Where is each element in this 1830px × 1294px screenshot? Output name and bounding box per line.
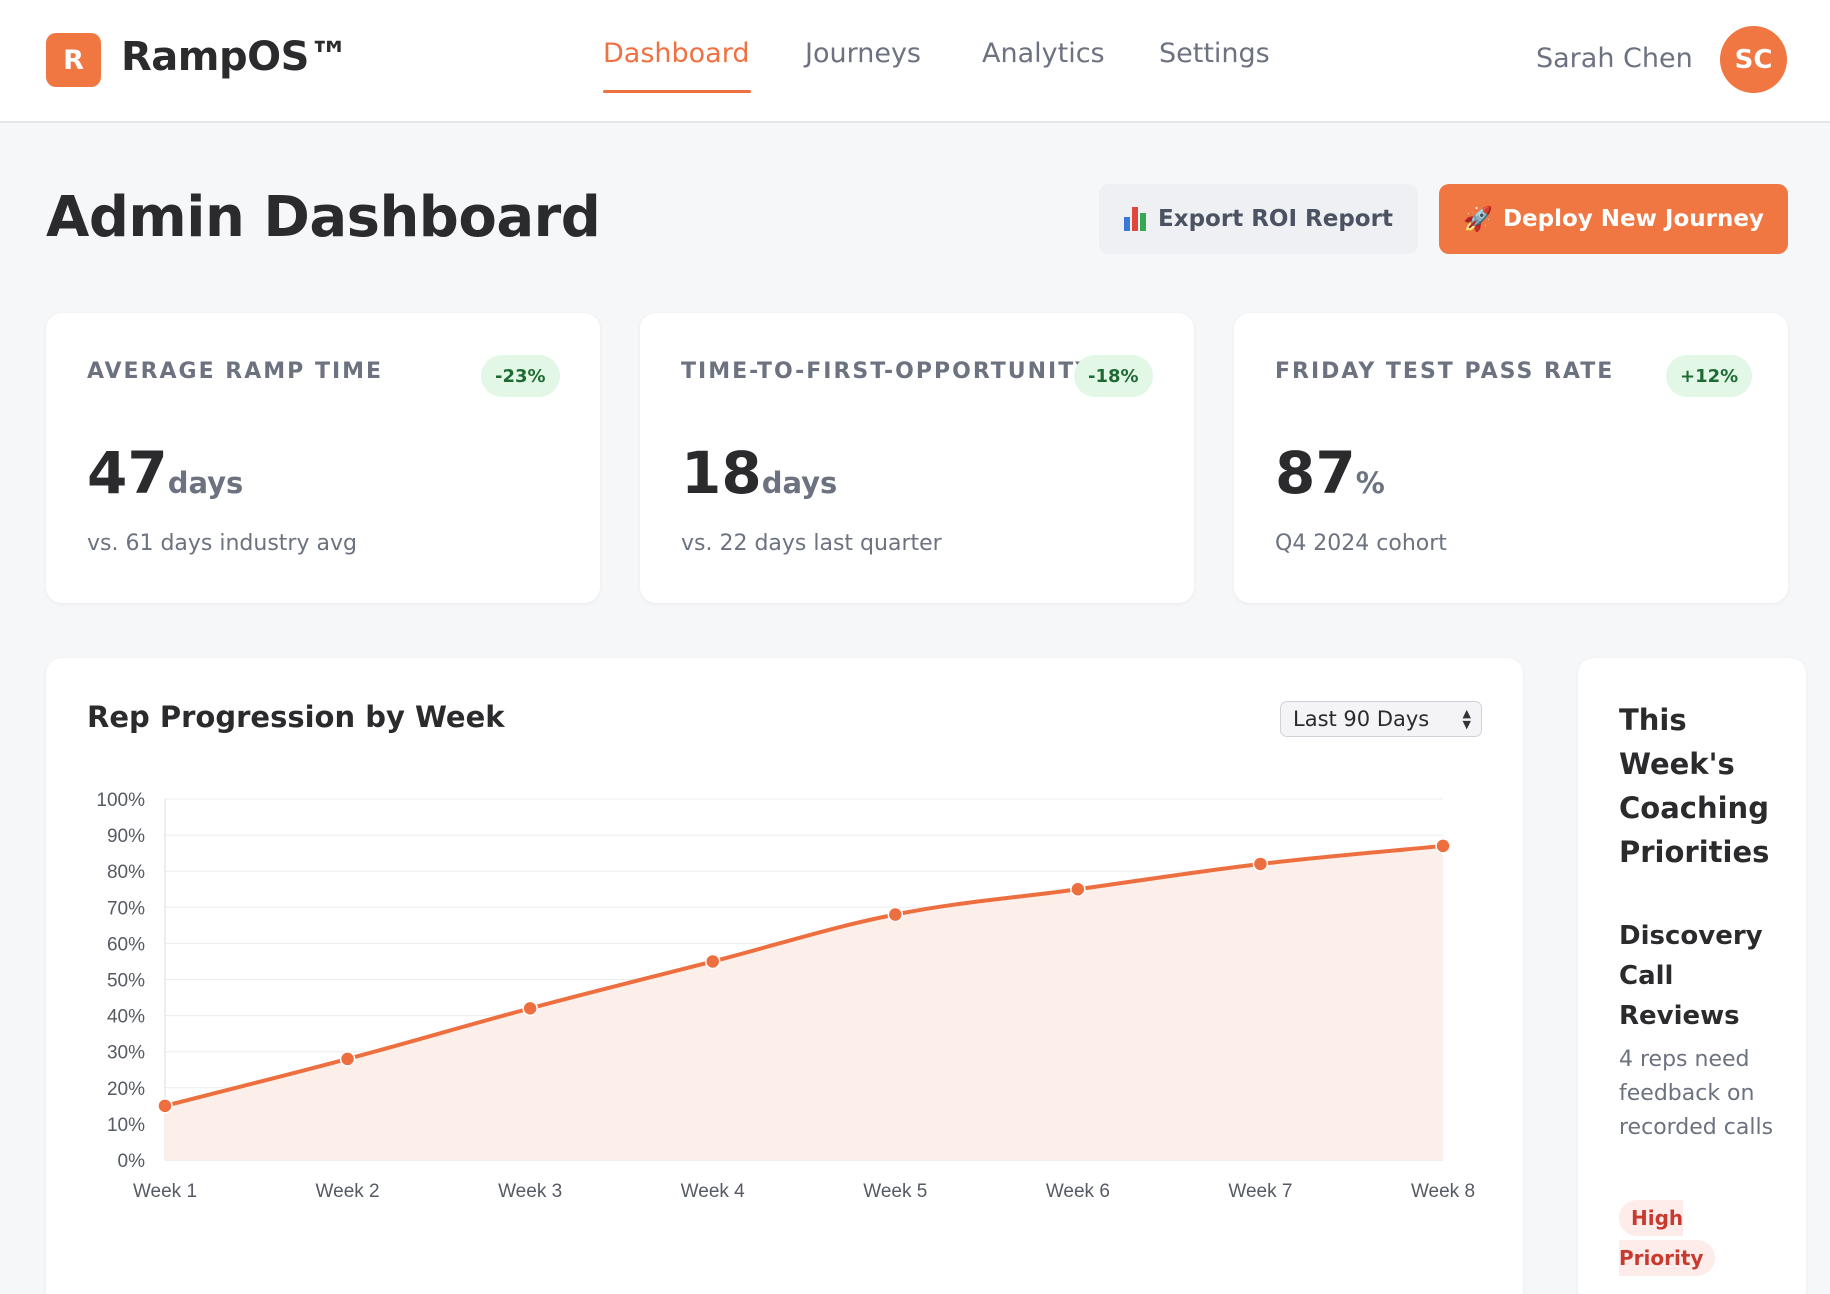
data-point [1252,856,1269,872]
active-nav-indicator [603,90,751,93]
y-tick-label: 90% [107,826,145,847]
date-range-value: Last 90 Days [1293,707,1430,731]
data-point [522,1000,538,1017]
y-tick-label: 80% [107,862,145,883]
coaching-priorities-panel: This Week's Coaching Priorities Discover… [1578,658,1806,1294]
nav-analytics[interactable]: Analytics [982,38,1105,69]
x-tick-label: Week 1 [133,1181,197,1202]
trend-badge: +12% [1666,355,1753,397]
x-tick-label: Week 2 [316,1181,380,1202]
data-point [1070,881,1086,897]
x-tick-label: Week 6 [1046,1181,1110,1202]
x-tick-label: Week 8 [1411,1181,1475,1202]
stat-card-time-to-first-opportunity: TIME-TO-FIRST-OPPORTUNITY -18% 18days vs… [640,313,1194,603]
rocket-icon: 🚀 [1463,205,1493,233]
stat-comparison: vs. 22 days last quarter [681,531,942,556]
y-tick-label: 40% [107,1007,145,1028]
stat-comparison: vs. 61 days industry avg [87,531,357,556]
y-tick-label: 10% [107,1115,145,1136]
rep-progression-chart: 0% 10% 20% 30% 40% 50% 60% 70% 80% 90% 100% Week 1 W… [96,790,1475,1202]
y-tick-label: 50% [107,971,145,992]
y-tick-label: 100% [96,790,145,811]
export-roi-report-button[interactable]: Export ROI Report [1099,184,1418,254]
brand-name[interactable]: RampOS™ [121,34,349,80]
stat-label: TIME-TO-FIRST-OPPORTUNITY [681,359,1094,384]
export-button-label: Export ROI Report [1158,206,1393,232]
trend-badge: -23% [481,355,560,397]
chart-title: Rep Progression by Week [87,700,505,734]
nav-settings[interactable]: Settings [1159,38,1270,69]
stat-number: 18 [681,439,762,507]
date-range-select[interactable]: Last 90 Days ▲ ▼ [1280,701,1482,737]
stat-value: 18days [681,439,837,507]
stat-unit: days [167,466,244,500]
priority-badge-label: High Priority [1619,1200,1716,1276]
y-tick-label: 0% [118,1151,146,1172]
deploy-new-journey-button[interactable]: 🚀 Deploy New Journey [1439,184,1788,254]
data-point [339,1051,356,1067]
stat-unit: % [1355,466,1385,500]
logo-icon[interactable]: R [46,33,101,87]
stat-unit: days [761,466,838,500]
nav-dashboard[interactable]: Dashboard [603,38,750,69]
data-point [157,1098,173,1114]
stat-value: 47days [87,439,243,507]
select-arrows-icon: ▲ ▼ [1462,707,1471,731]
top-nav-bar: R RampOS™ Dashboard Journeys Analytics S… [0,0,1830,123]
coaching-item-description: 4 reps need feedback on recorded calls [1619,1047,1774,1140]
coaching-panel-title: This Week's Coaching Priorities [1619,703,1770,869]
y-tick-label: 20% [107,1079,145,1100]
data-point [887,906,904,923]
user-name[interactable]: Sarah Chen [1536,43,1693,74]
stat-comparison: Q4 2024 cohort [1275,531,1447,556]
y-tick-label: 60% [107,934,145,955]
stat-value: 87% [1275,439,1385,507]
trend-badge: -18% [1074,355,1153,397]
rep-progression-chart-card: 0% 10% 20% 30% 40% 50% 60% 70% 80% 90% 100% Week 1 W… [46,658,1523,1294]
nav-journeys[interactable]: Journeys [805,38,921,69]
series-line [164,843,1444,1108]
stat-label: FRIDAY TEST PASS RATE [1275,359,1615,384]
y-tick-label: 30% [107,1043,145,1064]
stat-label: AVERAGE RAMP TIME [87,359,384,384]
x-tick-label: Week 4 [681,1181,746,1202]
stat-number: 47 [87,439,168,507]
y-tick-label: 70% [107,898,145,919]
data-point [704,953,721,970]
series-area-fill [165,845,1443,1160]
deploy-button-label: Deploy New Journey [1502,206,1764,232]
avatar[interactable]: SC [1720,26,1787,93]
stat-card-friday-test-pass-rate: FRIDAY TEST PASS RATE +12% 87% Q4 2024 c… [1234,313,1788,603]
stat-card-ramp-time: AVERAGE RAMP TIME -23% 47days vs. 61 day… [46,313,600,603]
x-tick-label: Week 3 [498,1181,562,1202]
bar-chart-icon [1124,207,1147,231]
stat-number: 87 [1275,439,1356,507]
x-tick-label: Week 7 [1228,1181,1292,1202]
coaching-item-title[interactable]: Discovery Call Reviews [1619,921,1763,1031]
page-title: Admin Dashboard [46,185,601,250]
x-tick-label: Week 5 [863,1181,927,1202]
priority-badge: High Priority [1619,1198,1719,1278]
data-point [1435,838,1451,854]
